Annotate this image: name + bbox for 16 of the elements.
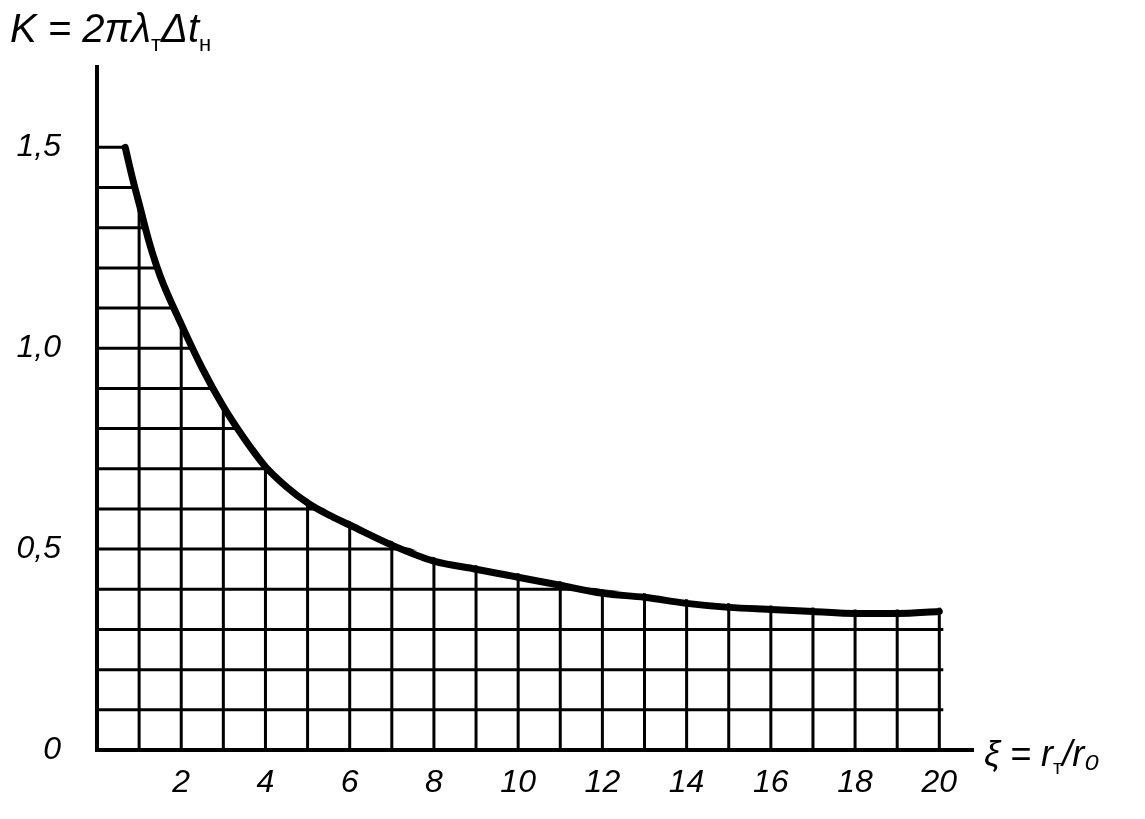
x-tick-label: 12 bbox=[584, 763, 621, 800]
x-tick-label: 18 bbox=[837, 763, 874, 800]
y-tick-label: 1,5 bbox=[16, 127, 62, 164]
y-axis-title: K = 2πλ$_{т}$Δt$_{н}$ bbox=[10, 6, 212, 56]
y-tick-label: 0,5 bbox=[16, 529, 62, 566]
x-tick-label: 6 bbox=[340, 763, 359, 800]
x-tick-label: 8 bbox=[425, 763, 444, 800]
y-tick-label: 0 bbox=[43, 729, 62, 766]
x-tick-label: 4 bbox=[256, 763, 275, 800]
y-tick-label: 1,0 bbox=[16, 328, 62, 365]
x-tick-label: 10 bbox=[500, 763, 537, 800]
x-tick-label: 16 bbox=[753, 763, 789, 800]
x-tick-label: 2 bbox=[171, 763, 191, 800]
x-tick-label: 20 bbox=[920, 763, 958, 800]
x-axis-title: ξ = r$_{т}$/r₀ bbox=[984, 733, 1100, 779]
x-tick-label: 14 bbox=[668, 763, 705, 800]
